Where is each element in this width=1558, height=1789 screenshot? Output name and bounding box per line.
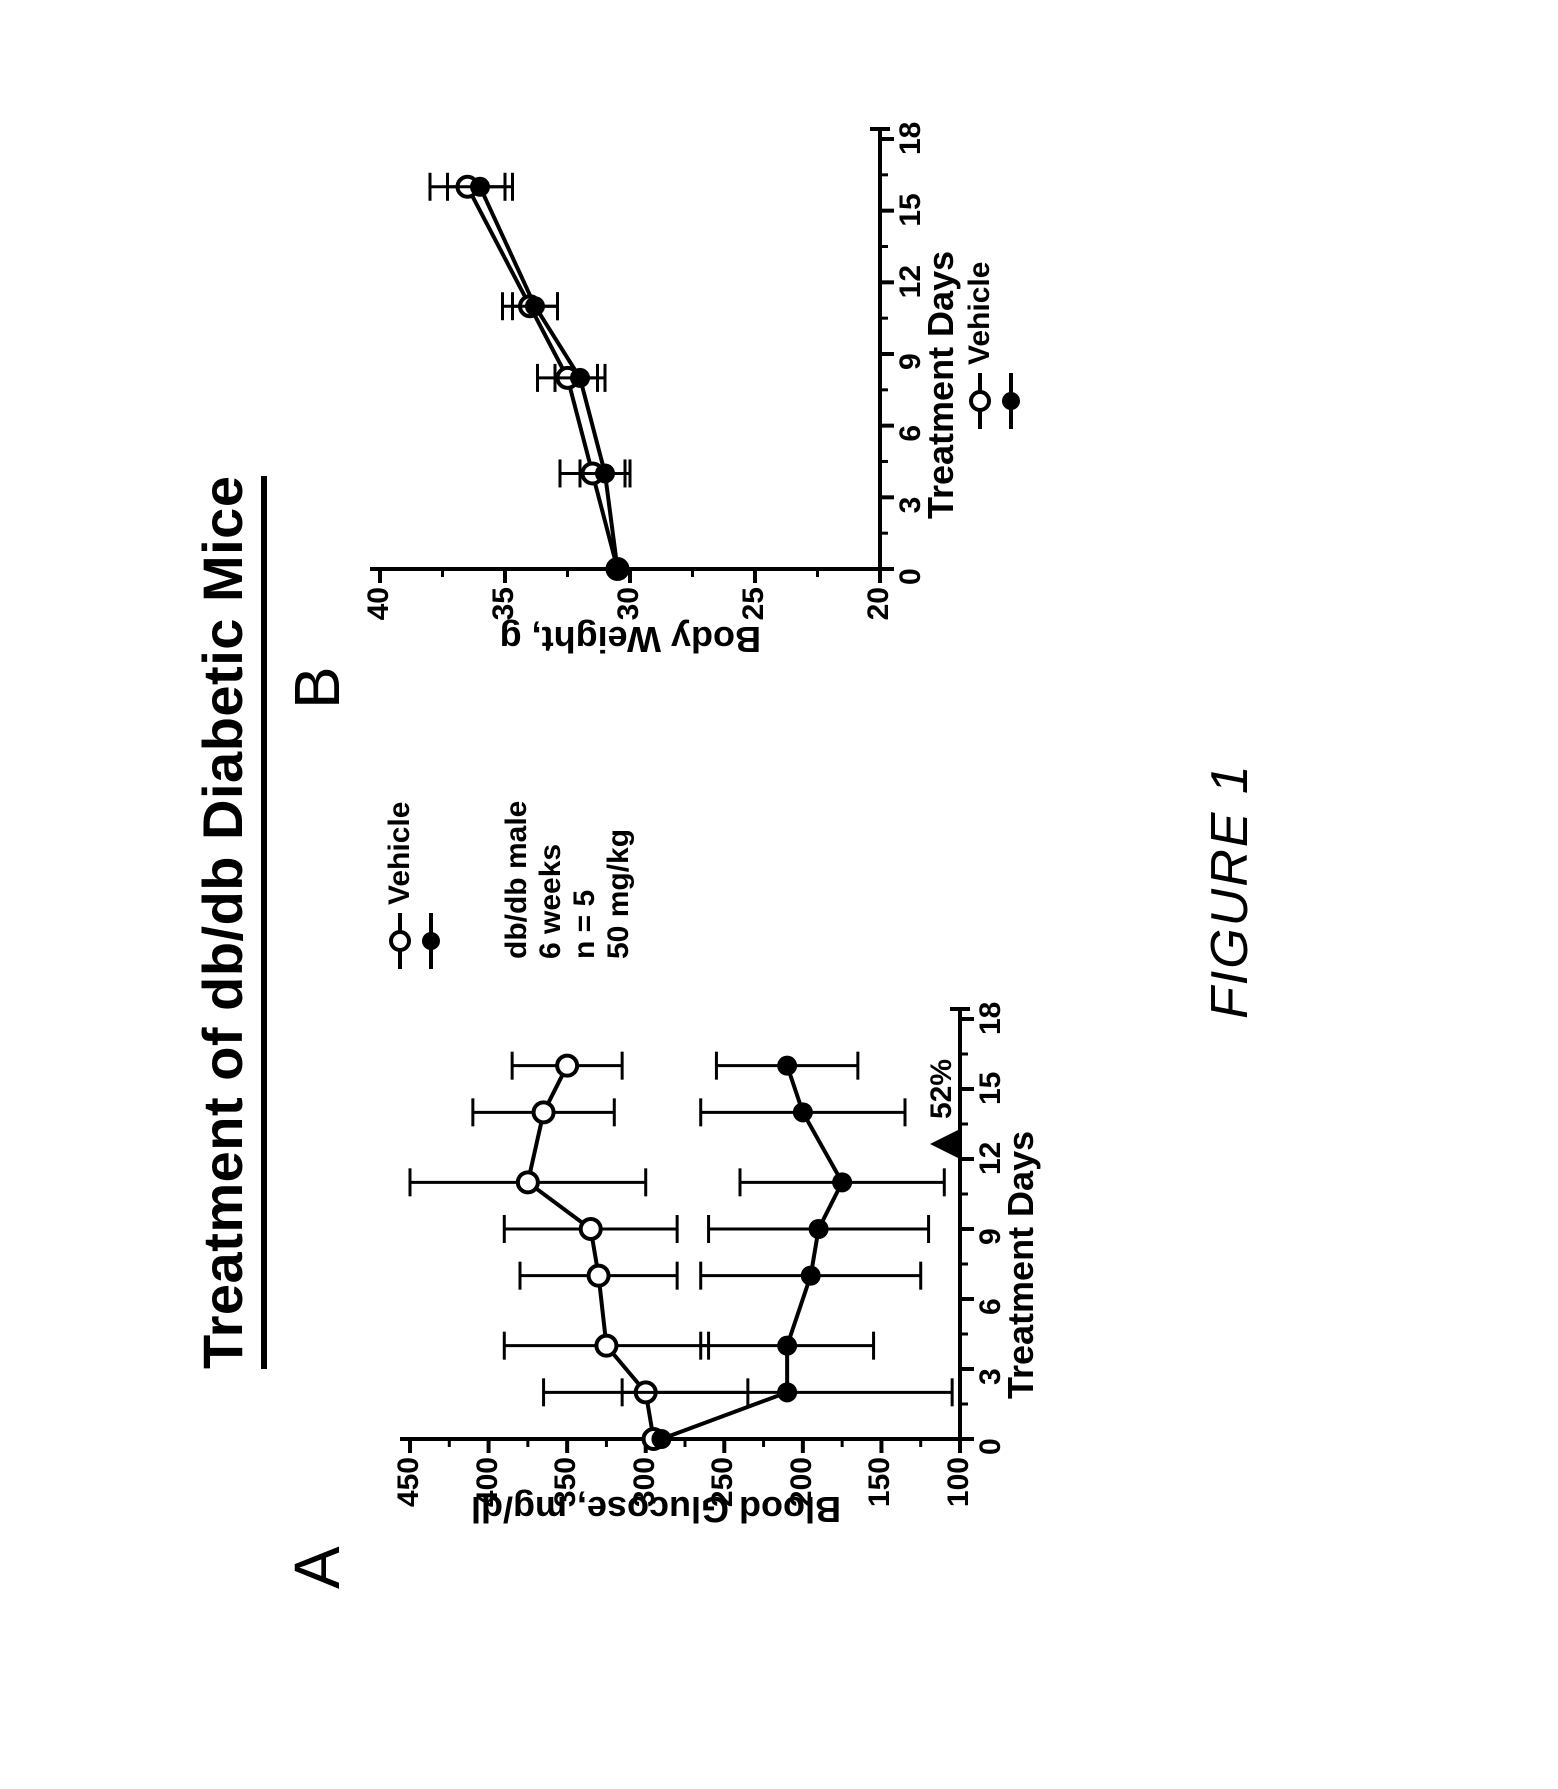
figure-label: FIGURE 1 [1200,763,1260,1019]
x-tick-label: 18 [894,122,928,155]
chart-b [0,0,1558,1789]
x-tick-label: 0 [894,568,928,585]
legend-b-vehicle-row: Vehicle [960,262,999,429]
chart-b-ylabel: Body Weight, g [501,618,761,660]
x-tick-label: 15 [894,193,928,226]
chart-b-legend: Vehicle [960,262,1023,429]
legend-b-filled-marker-icon [999,373,1023,429]
legend-b-open-marker-icon [968,373,992,429]
legend-b-vehicle-label: Vehicle [960,262,999,365]
chart-b-xlabel: Treatment Days [920,251,962,519]
figure-canvas: Treatment of db/db Diabetic Mice A B 036… [0,0,1558,1789]
legend-b-treated-row [999,262,1023,429]
y-tick-label: 40 [362,587,396,649]
y-tick-label: 20 [862,587,896,649]
